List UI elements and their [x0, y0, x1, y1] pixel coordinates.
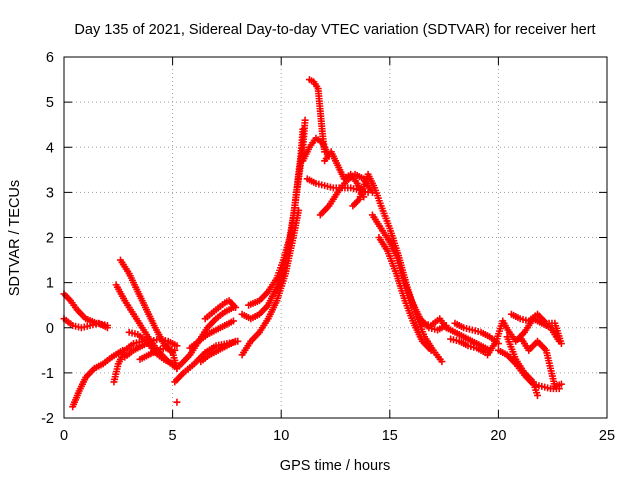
x-axis-label: GPS time / hours: [280, 458, 390, 474]
data-points: [60, 76, 565, 411]
y-tick-label: 6: [46, 50, 54, 66]
data-point: [229, 317, 237, 325]
plot-frame: [63, 56, 608, 419]
data-point: [103, 324, 111, 332]
data-point: [438, 358, 446, 366]
x-tick-label: 25: [599, 428, 615, 444]
data-point: [533, 391, 541, 399]
y-axis-label: SDTVAR / TECUs: [7, 180, 23, 296]
axis-ticks: [63, 56, 608, 419]
data-point: [557, 380, 565, 388]
tick-labels: 0 5 10 15 20 25 -2 -1 0 1 2 3 4 5 6: [41, 50, 615, 444]
chart-title: Day 135 of 2021, Sidereal Day-to-day VTE…: [74, 22, 595, 38]
data-point: [427, 346, 435, 354]
data-point: [232, 337, 240, 345]
x-tick-label: 5: [169, 428, 177, 444]
y-tick-label: 2: [46, 231, 54, 247]
x-tick-label: 10: [273, 428, 289, 444]
x-tick-label: 0: [60, 428, 68, 444]
data-point: [557, 340, 565, 348]
y-tick-label: 0: [46, 321, 54, 337]
data-point: [173, 398, 181, 406]
data-point: [301, 116, 309, 124]
y-tick-label: 5: [46, 95, 54, 111]
y-tick-label: 1: [46, 276, 54, 292]
x-tick-label: 20: [490, 428, 506, 444]
y-tick-label: -2: [41, 411, 54, 427]
data-point: [173, 342, 181, 350]
y-tick-label: -1: [41, 366, 54, 382]
data-point: [232, 303, 240, 311]
grid-lines: [64, 57, 607, 418]
y-tick-label: 3: [46, 185, 54, 201]
x-tick-label: 15: [382, 428, 398, 444]
y-tick-label: 4: [46, 140, 54, 156]
